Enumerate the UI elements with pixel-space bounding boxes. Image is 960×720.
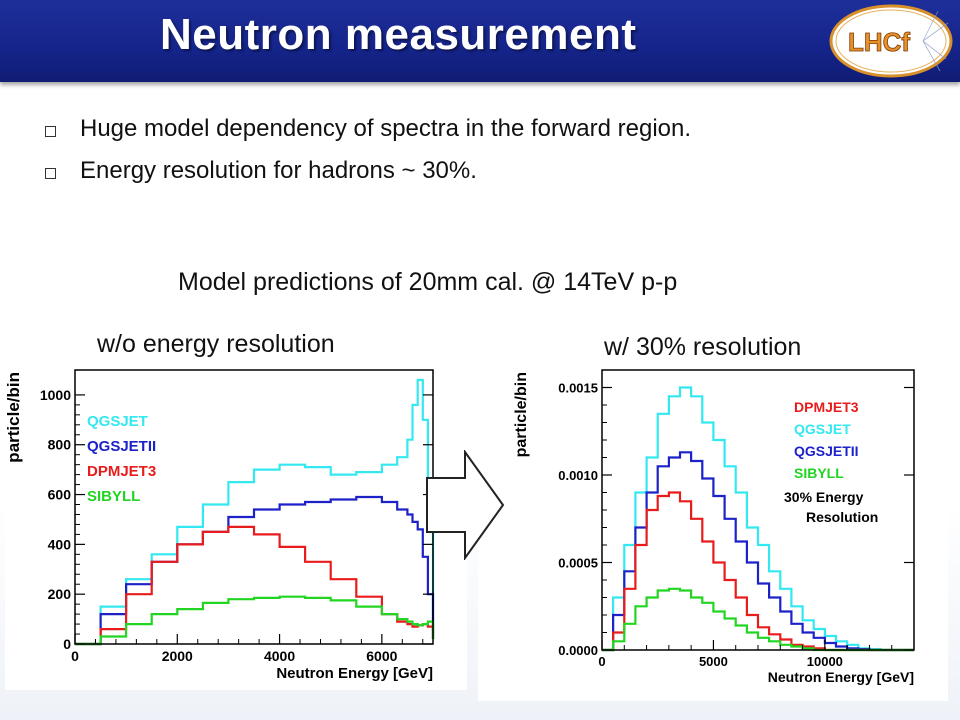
y-tick-label: 0.0015: [558, 381, 598, 396]
right-panel-label: w/ 30% resolution: [604, 333, 802, 361]
series-line-qgsjetii: [602, 451, 914, 652]
bullet-marker-icon: [45, 167, 56, 179]
series-line-dpmjet3: [602, 491, 914, 652]
chart-background: [5, 338, 467, 690]
y-axis-label: particle/bin: [513, 372, 530, 457]
bullet-text: Energy resolution for hadrons ~ 30%.: [80, 157, 477, 184]
lhcf-logo: LHCf: [829, 4, 953, 78]
x-tick-label: 4000: [264, 648, 295, 664]
annotation-line-2: Resolution: [806, 509, 878, 525]
x-axis-label: Neutron Energy [GeV]: [768, 669, 914, 685]
y-tick-label: 0.0000: [558, 643, 598, 658]
legend-entry-qgsjet: QGSJET: [794, 421, 851, 437]
annotation-line-1: 30% Energy: [784, 489, 864, 505]
y-tick-label: 0.0010: [558, 468, 598, 483]
logo-text: LHCf: [848, 27, 910, 57]
series-line-sibyll: [75, 595, 435, 646]
x-tick-label: 6000: [366, 648, 397, 664]
y-tick-label: 800: [48, 437, 72, 453]
x-tick-label: 0: [598, 654, 605, 669]
legend-entry-sibyll: SIBYLL: [87, 488, 140, 505]
legend-entry-dpmjet3: DPMJET3: [794, 399, 859, 415]
x-tick-label: 5000: [699, 654, 728, 669]
left-panel-label: w/o energy resolution: [97, 330, 335, 358]
legend-entry-dpmjet3: DPMJET3: [87, 463, 156, 480]
y-tick-label: 1000: [40, 387, 71, 403]
y-axis-label: particle/bin: [5, 372, 23, 463]
series-line-sibyll: [602, 587, 914, 652]
legend-entry-sibyll: SIBYLL: [794, 465, 844, 481]
y-tick-label: 0: [63, 636, 71, 652]
y-tick-label: 400: [48, 536, 72, 552]
x-tick-label: 0: [71, 648, 79, 664]
y-tick-label: 0.0005: [558, 556, 598, 571]
right-spectrum-chart: 0.0000 0.0005 0.0010 0.0015 0 5000 10000Neutro…: [494, 360, 934, 700]
y-tick-label: 200: [48, 586, 72, 602]
x-tick-label: 10000: [807, 654, 843, 669]
x-tick-label: 2000: [162, 648, 193, 664]
title-bar: Neutron measurement LHCf: [0, 0, 960, 82]
page-title: Neutron measurement: [160, 10, 637, 59]
bullet-list: Huge model dependency of spectra in the …: [45, 108, 691, 192]
figure-caption: Model predictions of 20mm cal. @ 14TeV p…: [178, 268, 678, 296]
bullet-item: Energy resolution for hadrons ~ 30%.: [45, 150, 691, 192]
legend-entry-qgsjetii: QGSJETII: [87, 438, 156, 455]
bullet-item: Huge model dependency of spectra in the …: [45, 108, 691, 150]
bullet-marker-icon: [45, 125, 56, 137]
legend-entry-qgsjetii: QGSJETII: [794, 443, 859, 459]
y-tick-label: 600: [48, 487, 72, 503]
legend-entry-qgsjet: QGSJET: [87, 413, 148, 430]
x-axis-label: Neutron Energy [GeV]: [276, 665, 433, 682]
series-line-qgsjet: [602, 386, 914, 652]
right-arrow-icon: [426, 450, 505, 560]
series-line-qgsjet: [75, 378, 435, 646]
bullet-text: Huge model dependency of spectra in the …: [80, 115, 692, 142]
